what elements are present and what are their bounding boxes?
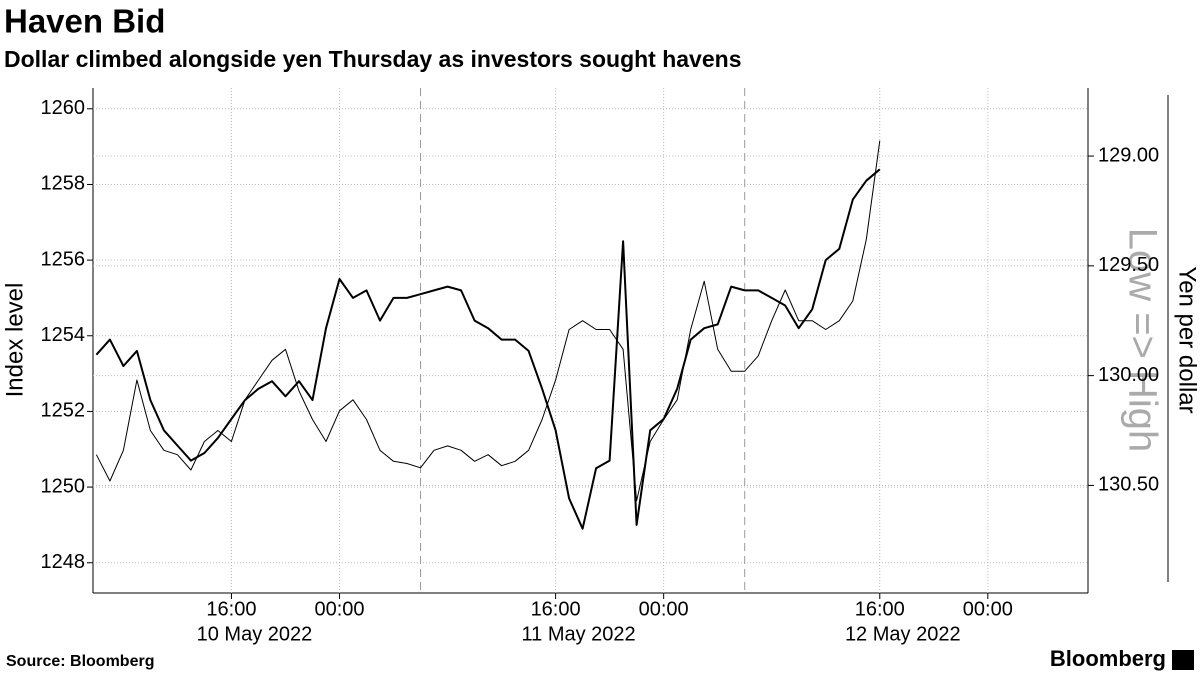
x-tick-label: 00:00 [963, 598, 1013, 620]
brand: Bloomberg [1050, 646, 1166, 671]
chart-subtitle: Dollar climbed alongside yen Thursday as… [4, 46, 741, 72]
y-tick-label: 1252 [41, 400, 86, 422]
x-tick-label: 16:00 [855, 598, 905, 620]
x-date-label: 12 May 2022 [845, 623, 961, 645]
y-tick-label: 1254 [41, 324, 86, 346]
x-tick-label: 00:00 [639, 598, 689, 620]
y-tick-label: 1256 [41, 248, 86, 270]
y-tick-label: 1258 [41, 173, 86, 195]
y-tick-label: 1260 [41, 97, 86, 119]
y2-axis-label: Yen per dollar [1174, 266, 1200, 413]
series-line [95, 140, 881, 502]
y-axis-label: Index level [1, 283, 28, 398]
x-tick-label: 16:00 [206, 598, 256, 620]
chart-title: Haven Bid [4, 3, 165, 40]
y-tick-label: 1248 [41, 551, 86, 573]
source: Source: Bloomberg [6, 653, 154, 670]
series-line [95, 168, 881, 530]
x-date-label: 11 May 2022 [522, 623, 636, 645]
x-date-label: 10 May 2022 [197, 623, 313, 645]
x-tick-label: 00:00 [314, 598, 364, 620]
y2-tick-label: 130.00 [1098, 364, 1159, 386]
annotation: Low => High [1120, 228, 1164, 453]
y-tick-label: 1250 [41, 475, 86, 497]
y2-tick-label: 130.50 [1098, 474, 1159, 496]
y2-tick-label: 129.50 [1098, 254, 1159, 276]
brand-icon [1172, 650, 1194, 670]
x-tick-label: 16:00 [531, 598, 581, 620]
y2-tick-label: 129.00 [1098, 144, 1159, 166]
